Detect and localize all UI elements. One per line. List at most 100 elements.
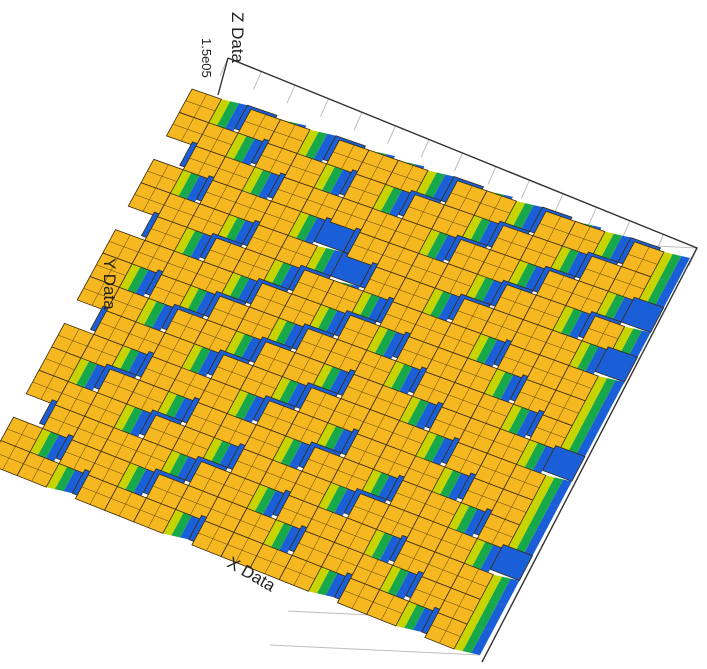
surface-mesh-line bbox=[103, 380, 134, 393]
surface-mesh-line bbox=[87, 345, 117, 358]
surface-wall bbox=[177, 285, 200, 312]
surface-mesh-line bbox=[255, 294, 286, 307]
surface-wall bbox=[566, 249, 589, 277]
surface-mesh-line bbox=[549, 402, 579, 414]
surface-wall bbox=[181, 343, 204, 370]
surface-wall bbox=[384, 329, 406, 357]
surface-mesh-line bbox=[239, 260, 269, 272]
surface-mesh-line bbox=[373, 601, 403, 614]
surface-mesh-line bbox=[198, 532, 228, 545]
surface-wall bbox=[210, 439, 232, 466]
surface-mesh-line bbox=[158, 344, 189, 356]
surface-mesh-line bbox=[483, 525, 514, 538]
surface-wall bbox=[274, 319, 297, 346]
surface-wall bbox=[305, 131, 328, 158]
surface-mesh-line bbox=[412, 528, 442, 540]
surface-wall bbox=[372, 184, 395, 211]
surface-mesh-line bbox=[83, 287, 114, 300]
surface-wall bbox=[422, 288, 444, 315]
surface-wall bbox=[476, 335, 499, 363]
surface-mesh-line bbox=[58, 334, 88, 347]
grid-line bbox=[286, 84, 296, 104]
surface-wall bbox=[237, 276, 259, 303]
surface-wall bbox=[218, 441, 241, 468]
surface-wall bbox=[388, 567, 411, 594]
y-axis-title: Y Data bbox=[100, 258, 119, 310]
surface-mesh-line bbox=[277, 188, 308, 200]
surface-wall bbox=[316, 306, 339, 333]
surface-mesh-line bbox=[444, 334, 475, 347]
surface-wall bbox=[280, 523, 303, 550]
surface-mesh-line bbox=[386, 313, 416, 325]
surface-wall bbox=[255, 486, 278, 513]
surface-wall bbox=[589, 404, 612, 432]
surface-wall bbox=[532, 475, 555, 503]
surface-mesh-line bbox=[425, 503, 455, 516]
surface-mesh-line bbox=[546, 342, 576, 354]
surface-wall bbox=[509, 406, 531, 433]
surface-wall bbox=[127, 265, 150, 292]
surface-mesh-line bbox=[412, 265, 442, 277]
surface-wall bbox=[528, 502, 551, 529]
surface-mesh-line bbox=[353, 505, 384, 518]
surface-wall bbox=[46, 463, 68, 490]
surface-wall bbox=[286, 380, 309, 407]
surface-mesh-line bbox=[408, 206, 439, 218]
surface-wall bbox=[655, 280, 677, 308]
surface-wall bbox=[187, 173, 210, 200]
surface-wall bbox=[180, 513, 202, 540]
surface-mesh bbox=[0, 88, 690, 655]
surface-mesh-line bbox=[285, 567, 315, 580]
surface-mesh-line bbox=[261, 154, 291, 166]
surface-wall bbox=[223, 330, 246, 357]
grid-line bbox=[454, 152, 463, 172]
surface-wall bbox=[485, 337, 507, 365]
surface-mesh-line bbox=[337, 470, 367, 482]
surface-mesh-line bbox=[500, 296, 530, 308]
surface-mesh-line bbox=[132, 391, 163, 404]
surface-wall bbox=[201, 437, 223, 464]
surface-mesh-line bbox=[627, 253, 658, 265]
surface-wall bbox=[464, 274, 487, 301]
surface-mesh-line bbox=[409, 467, 439, 480]
surface-wall bbox=[404, 603, 427, 630]
surface-mesh-line bbox=[81, 486, 112, 499]
surface-wall bbox=[304, 245, 327, 272]
surface-mesh-line bbox=[487, 321, 517, 333]
surface-wall bbox=[439, 292, 462, 319]
surface-mesh-line bbox=[327, 554, 358, 567]
surface-mesh-line bbox=[107, 439, 137, 452]
surface-mesh-line bbox=[220, 425, 251, 437]
surface-mesh-line bbox=[392, 432, 423, 444]
surface-mesh-line bbox=[444, 600, 474, 613]
surface-wall bbox=[550, 479, 572, 507]
surface-wall bbox=[242, 166, 264, 193]
surface-wall bbox=[367, 295, 390, 322]
surface-mesh-line bbox=[259, 353, 289, 365]
surface-mesh-line bbox=[532, 366, 563, 379]
surface-wall bbox=[585, 376, 608, 403]
surface-wall bbox=[131, 407, 153, 434]
surface-mesh-line bbox=[149, 426, 179, 439]
surface-wall bbox=[296, 213, 319, 240]
surface-mesh-line bbox=[503, 356, 534, 368]
surface-mesh-line bbox=[477, 405, 508, 417]
surface-wall bbox=[481, 278, 504, 305]
surface-mesh-line bbox=[562, 377, 592, 389]
surface-mesh-line bbox=[334, 410, 364, 422]
surface-mesh-line bbox=[282, 507, 312, 520]
surface-wall bbox=[586, 344, 609, 372]
surface-mesh-line bbox=[536, 427, 566, 439]
surface-wall bbox=[391, 362, 414, 390]
surface-mesh-line bbox=[376, 397, 407, 409]
surface-wall bbox=[179, 171, 201, 198]
surface-mesh-line bbox=[457, 310, 488, 322]
surface-wall bbox=[321, 249, 344, 276]
surface-wall bbox=[478, 219, 501, 246]
surface-wall bbox=[297, 129, 319, 156]
surface-mesh-line bbox=[288, 364, 319, 376]
surface-mesh-line bbox=[448, 394, 478, 406]
surface-wall bbox=[155, 391, 178, 418]
surface-mesh-line bbox=[356, 565, 387, 578]
